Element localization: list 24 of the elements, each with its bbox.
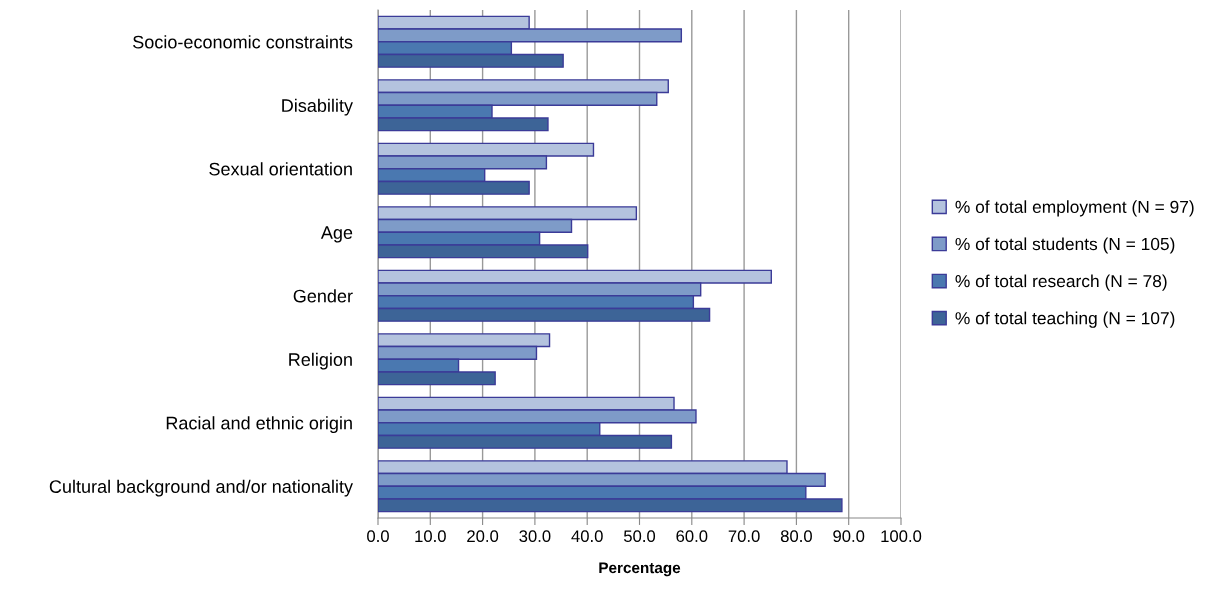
y-tick-label: Racial and ethnic origin bbox=[166, 416, 352, 434]
legend-label: % of total research (N = 78) bbox=[955, 274, 1167, 291]
legend-label: % of total employment (N = 97) bbox=[955, 200, 1194, 217]
x-tick-label: 40.0 bbox=[571, 530, 603, 543]
legend-label: % of total students (N = 105) bbox=[955, 237, 1175, 254]
x-tick-label: 10.0 bbox=[415, 530, 446, 543]
y-tick-label: Age bbox=[320, 226, 353, 243]
x-tick-label: 30.0 bbox=[519, 530, 551, 543]
x-tick-label: 100.0 bbox=[881, 530, 922, 543]
x-tick-label: 80.0 bbox=[780, 530, 812, 543]
x-tick-label: 60.0 bbox=[676, 530, 708, 543]
y-tick-label: Socio-economic constraints bbox=[133, 35, 353, 49]
x-tick-label: 0.0 bbox=[367, 530, 389, 543]
y-tick-label: Cultural background and/or nationality bbox=[49, 479, 353, 497]
x-tick-label: 70.0 bbox=[728, 530, 760, 543]
y-tick-label: Religion bbox=[289, 352, 352, 370]
y-tick-label: Gender bbox=[293, 289, 353, 303]
legend-label: % of total teaching (N = 107) bbox=[955, 311, 1175, 328]
x-tick-label: 90.0 bbox=[833, 530, 865, 543]
y-tick-label: Sexual orientation bbox=[209, 162, 352, 176]
x-tick-label: 50.0 bbox=[623, 530, 656, 543]
x-tick-label: 20.0 bbox=[467, 530, 499, 543]
y-tick-label: Disability bbox=[282, 98, 353, 116]
x-axis-title: Percentage bbox=[599, 562, 681, 577]
